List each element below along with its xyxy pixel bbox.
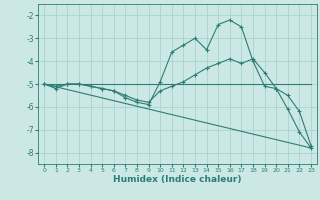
X-axis label: Humidex (Indice chaleur): Humidex (Indice chaleur) bbox=[113, 175, 242, 184]
